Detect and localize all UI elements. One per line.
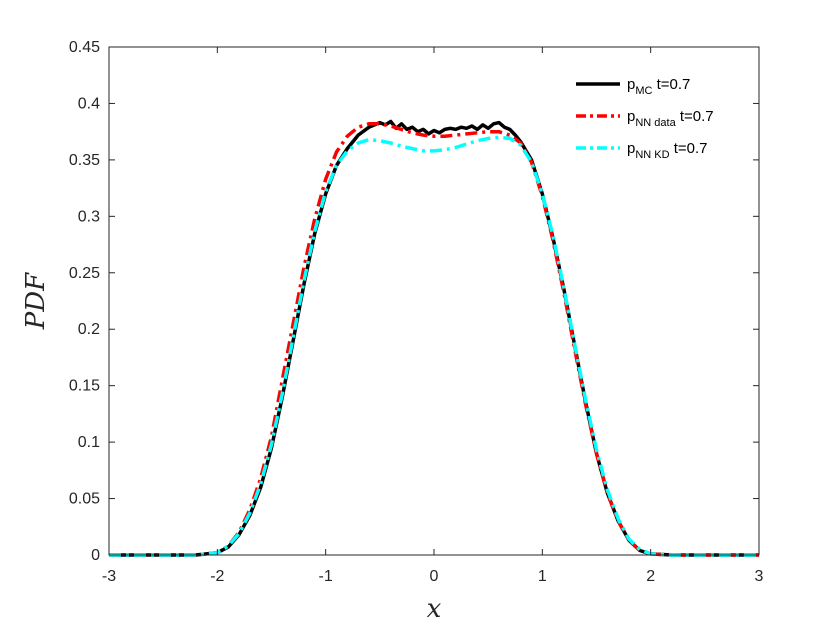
x-tick-label: -1 (319, 568, 333, 585)
y-tick-label: 0.05 (69, 491, 100, 508)
y-tick-label: 0.2 (78, 321, 100, 338)
legend: pMC t=0.7 pNN data t=0.7 pNN KD t=0.7 (576, 76, 714, 161)
series-layer (109, 119, 759, 557)
y-axis-ticks: 0 0.05 0.1 0.15 0.2 0.25 0.3 0.35 0.4 0.45 (69, 39, 759, 564)
legend-label-2: pNN KD t=0.7 (627, 140, 708, 161)
y-tick-label: 0 (91, 547, 100, 564)
x-axis-ticks: -3 -2 -1 0 1 2 3 (102, 47, 764, 585)
x-tick-label: 0 (430, 568, 439, 585)
x-axis-label: x (427, 594, 442, 624)
series-line-2 (109, 135, 759, 557)
x-tick-label: -3 (102, 568, 116, 585)
y-tick-label: 0.25 (69, 265, 100, 282)
y-axis-label: PDF (21, 272, 51, 330)
x-tick-label: 1 (538, 568, 547, 585)
y-tick-label: 0.4 (78, 95, 100, 112)
y-tick-label: 0.1 (78, 434, 100, 451)
y-tick-label: 0.45 (69, 39, 100, 56)
y-tick-label: 0.15 (69, 378, 100, 395)
y-tick-label: 0.3 (78, 208, 100, 225)
legend-label-1: pNN data t=0.7 (627, 108, 714, 129)
x-tick-label: 2 (646, 568, 655, 585)
x-tick-label: -2 (210, 568, 224, 585)
x-tick-label: 3 (755, 568, 764, 585)
legend-label-0: pMC t=0.7 (627, 76, 690, 97)
y-tick-label: 0.35 (69, 152, 100, 169)
